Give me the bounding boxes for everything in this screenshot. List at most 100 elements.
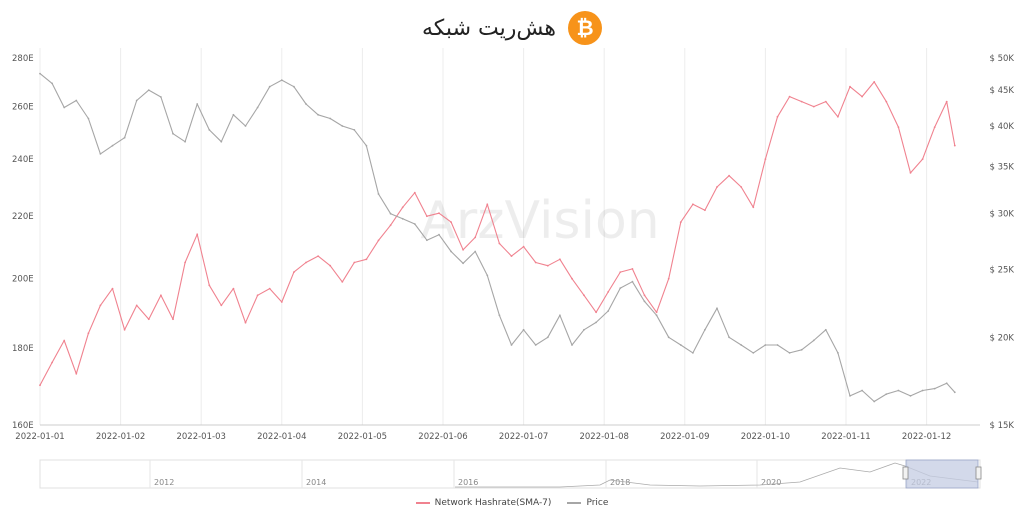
data-point-price [692,352,694,354]
data-point-price [655,314,658,317]
navigator-year-label: 2014 [306,478,326,487]
data-point-price [135,99,138,102]
data-point-price [147,89,150,91]
legend: Network Hashrate(SMA-7) Price [0,498,1024,508]
data-point-hashrate [377,239,380,242]
x-tick-label: 2022-01-06 [418,432,467,442]
navigator-handle-left[interactable] [902,466,909,480]
x-tick-label: 2022-01-01 [15,432,64,442]
legend-item-hashrate[interactable]: Network Hashrate(SMA-7) [415,498,551,508]
data-point-price [450,250,452,253]
data-point-price [256,106,259,109]
data-point-hashrate [849,85,851,88]
x-tick-label: 2022-01-03 [176,432,225,442]
data-point-price [595,321,597,324]
x-tick-label: 2022-01-04 [257,432,306,442]
data-point-price [486,274,489,277]
data-point-hashrate [462,248,464,251]
legend-swatch-price [567,502,582,504]
data-point-price [232,113,235,116]
data-point-price [99,153,102,155]
data-point-price [559,314,561,317]
data-point-price [583,328,585,331]
data-point-hashrate [667,277,670,280]
data-point-price [873,400,876,403]
data-point-price [885,393,888,395]
data-point-price [861,389,863,392]
data-point-hashrate [438,212,440,215]
data-point-price [897,389,900,392]
data-point-hashrate [268,287,271,290]
navigator-year-label: 2018 [610,478,630,487]
legend-swatch-hashrate [415,502,430,504]
data-point-price [824,328,827,331]
data-point-price [812,339,815,342]
y-right-tick-label: $ 50K [990,54,1015,64]
data-point-hashrate [571,277,573,280]
data-point-price [607,310,610,312]
navigator-selection[interactable] [905,459,979,489]
data-point-price [643,300,646,303]
data-point-hashrate [631,268,634,270]
data-point-hashrate [51,361,53,364]
y-right-tick-label: $ 45K [990,86,1015,96]
data-point-hashrate [583,294,585,297]
data-point-hashrate [317,255,319,257]
data-point-price [933,387,936,390]
data-point-price [172,132,174,135]
y-right-tick-label: $ 40K [990,122,1015,132]
data-point-hashrate [740,186,743,188]
x-tick-label: 2022-01-10 [741,432,790,442]
navigator-year-label: 2012 [154,478,174,487]
data-point-hashrate [39,384,41,387]
data-point-hashrate [353,261,356,264]
data-point-price [679,344,682,346]
x-tick-label: 2022-01-11 [821,432,870,442]
data-point-price [474,250,477,253]
data-point-hashrate [953,144,956,147]
y-left-tick-label: 180E [12,344,34,354]
data-point-price [909,395,912,397]
data-point-price [522,328,525,331]
data-point-hashrate [232,287,235,290]
data-point-hashrate [752,206,755,209]
data-point-hashrate [619,271,622,273]
data-point-price [389,212,392,215]
legend-item-price[interactable]: Price [567,498,608,508]
data-point-hashrate [160,294,162,297]
data-point-hashrate [692,203,694,206]
data-point-price [728,336,730,339]
navigator-handle-right[interactable] [975,466,982,480]
data-point-price [63,106,66,109]
data-point-price [837,352,839,354]
data-point-hashrate [837,115,839,118]
data-point-hashrate [87,332,90,335]
data-point-price [329,117,332,120]
data-point-price [631,280,634,283]
data-point-hashrate [111,287,114,290]
data-point-hashrate [546,264,549,267]
data-point-price [462,262,464,265]
data-point-price [426,239,428,242]
x-tick-label: 2022-01-05 [338,432,387,442]
data-point-hashrate [534,261,537,264]
data-point-hashrate [63,339,66,342]
x-tick-label: 2022-01-02 [96,432,145,442]
data-point-hashrate [99,304,102,307]
data-point-hashrate [498,242,501,245]
data-point-price [123,136,126,139]
data-point-price [87,117,90,120]
y-left-tick-label: 280E [12,54,34,64]
data-point-hashrate [933,126,936,128]
data-point-hashrate [426,215,428,218]
y-left-tick-label: 240E [12,155,34,165]
data-point-price [571,344,573,346]
data-point-hashrate [123,328,126,331]
data-point-hashrate [595,311,597,314]
data-point-hashrate [655,311,658,314]
data-point-hashrate [800,100,803,103]
data-point-price [953,391,956,394]
hashrate-price-chart[interactable]: 2022-01-01 2022-01-02 2022-01-03 2022-01-04… [0,0,1024,495]
data-point-price [353,129,356,131]
data-point-hashrate [184,261,187,264]
